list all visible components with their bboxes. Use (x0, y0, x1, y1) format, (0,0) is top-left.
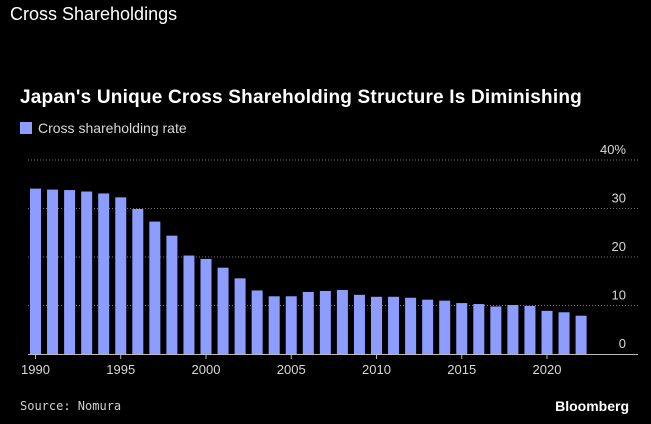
bar-1991 (47, 189, 59, 354)
x-tick-label: 1990 (21, 362, 50, 377)
bar-2011 (388, 296, 400, 354)
bar-2009 (353, 294, 365, 354)
y-tick-label: 0 (619, 336, 626, 351)
chart-title: Japan's Unique Cross Shareholding Struct… (20, 87, 582, 108)
bar-2021 (558, 312, 570, 354)
bar-1990 (30, 188, 41, 354)
bar-2002 (234, 278, 246, 354)
bar-2001 (217, 267, 229, 354)
y-tick-label: 10 (612, 288, 626, 303)
page-header: Cross Shareholdings (10, 4, 178, 24)
y-tick-label: 20 (612, 239, 626, 254)
bar-2007 (319, 290, 331, 354)
bar-2008 (336, 289, 348, 354)
x-tick-label: 2015 (447, 362, 476, 377)
y-tick-label: 40% (600, 142, 626, 157)
x-tick-label: 2020 (533, 362, 562, 377)
source-note: Source: Nomura (20, 399, 122, 413)
bar-2019 (524, 305, 536, 354)
x-tick-label: 2000 (192, 362, 221, 377)
bar-2012 (405, 297, 417, 354)
bar-2003 (251, 290, 263, 354)
bar-2015 (456, 303, 468, 354)
legend-swatch (20, 122, 32, 134)
bar-1995 (115, 197, 127, 354)
x-tick-label: 2010 (362, 362, 391, 377)
bar-1999 (183, 255, 195, 354)
bar-1996 (132, 208, 144, 354)
bar-1997 (149, 221, 161, 354)
bar-1993 (81, 191, 93, 354)
bar-2016 (473, 304, 485, 354)
bar-2004 (268, 296, 280, 354)
bar-1998 (166, 235, 178, 354)
bar-2013 (422, 299, 434, 354)
bar-1994 (98, 193, 110, 354)
bar-2010 (371, 296, 382, 354)
x-tick-label: 2005 (277, 362, 306, 377)
bar-2022 (575, 315, 587, 354)
y-tick-label: 30 (612, 191, 626, 206)
bar-1992 (64, 190, 76, 354)
x-tick-label: 1995 (106, 362, 135, 377)
bar-2006 (302, 291, 314, 354)
bar-2005 (285, 296, 297, 354)
bar-2018 (507, 305, 519, 354)
chart-legend: Cross shareholding rate (20, 120, 187, 136)
legend-label: Cross shareholding rate (38, 120, 187, 136)
bar-2000 (200, 258, 212, 354)
bar-2014 (439, 300, 451, 354)
bar-2017 (490, 306, 502, 354)
bar-2020 (541, 310, 553, 354)
bloomberg-logo: Bloomberg (555, 398, 629, 414)
